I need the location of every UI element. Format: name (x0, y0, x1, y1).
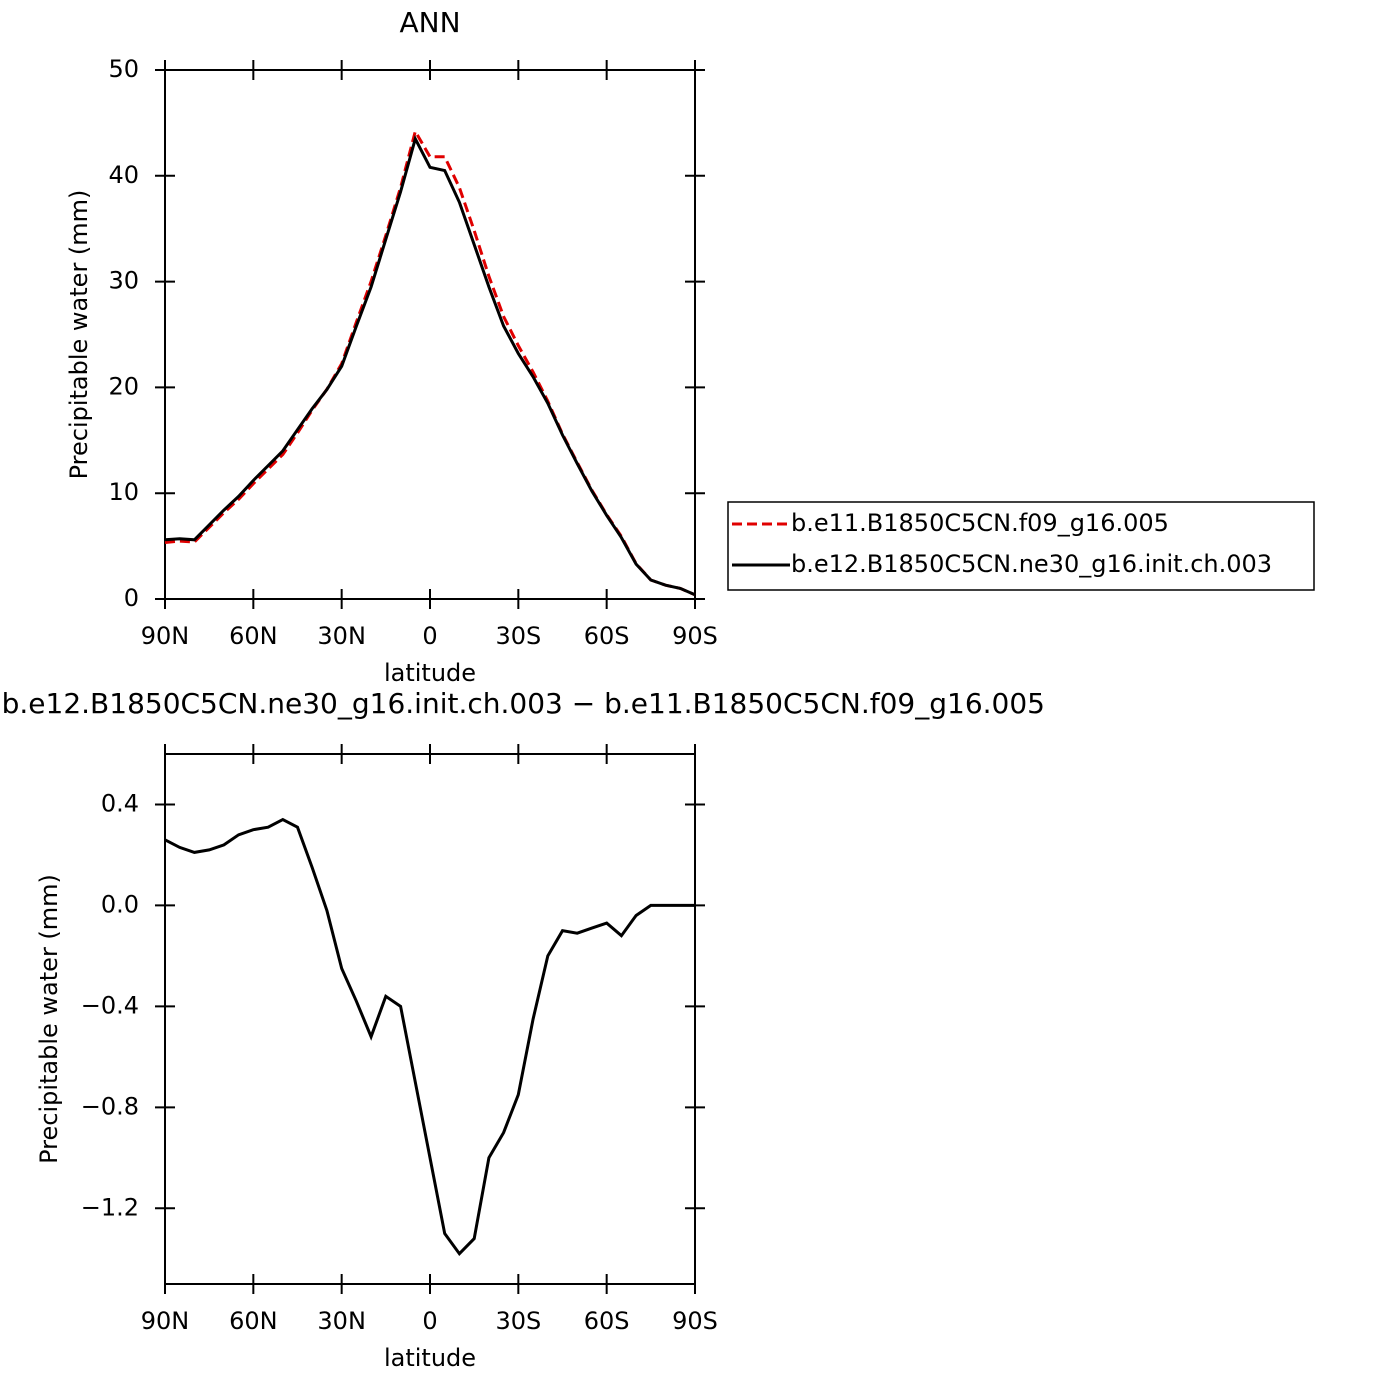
x-tick-label: 90N (141, 622, 190, 650)
x-tick-label: 30N (317, 622, 366, 650)
plot-frame (164, 69, 696, 600)
x-tick-label: 60S (584, 622, 630, 650)
y-tick-label: 10 (108, 478, 139, 506)
data-line (164, 127, 696, 597)
x-axis-label: latitude (384, 1344, 476, 1372)
legend-label: b.e12.B1850C5CN.ne30_g16.init.ch.003 (791, 550, 1272, 578)
y-tick-label: 0.4 (101, 789, 139, 817)
legend-box (727, 501, 1315, 591)
y-tick-label: 0.0 (101, 890, 139, 918)
x-tick-label: 90S (672, 622, 718, 650)
data-line (164, 817, 695, 1257)
x-axis-label: latitude (384, 659, 476, 687)
y-tick-label: 20 (108, 372, 139, 400)
x-tick-label: 30S (495, 1307, 541, 1335)
x-tick-label: 90N (141, 1307, 190, 1335)
x-tick-label: 0 (422, 1307, 437, 1335)
x-tick-label: 60S (584, 1307, 630, 1335)
y-axis-label: Precipitable water (mm) (35, 874, 63, 1164)
y-tick-label: 50 (108, 55, 139, 83)
x-tick-label: 60N (229, 1307, 278, 1335)
x-tick-label: 90S (672, 1307, 718, 1335)
y-tick-label: −1.2 (81, 1193, 139, 1221)
y-tick-label: −0.4 (81, 991, 139, 1019)
x-tick-label: 30N (317, 1307, 366, 1335)
data-line (164, 134, 696, 597)
chart-title: b.e12.B1850C5CN.ne30_g16.init.ch.003 − b… (2, 687, 1045, 720)
x-tick-label: 30S (495, 622, 541, 650)
y-tick-label: −0.8 (81, 1092, 139, 1120)
y-tick-label: 0 (124, 584, 139, 612)
chart-title: ANN (399, 6, 460, 39)
x-tick-label: 0 (422, 622, 437, 650)
legend-label: b.e11.B1850C5CN.f09_g16.005 (791, 509, 1169, 537)
y-tick-label: 30 (108, 267, 139, 295)
y-axis-label: Precipitable water (mm) (65, 190, 93, 480)
y-tick-label: 40 (108, 161, 139, 189)
x-tick-label: 60N (229, 622, 278, 650)
